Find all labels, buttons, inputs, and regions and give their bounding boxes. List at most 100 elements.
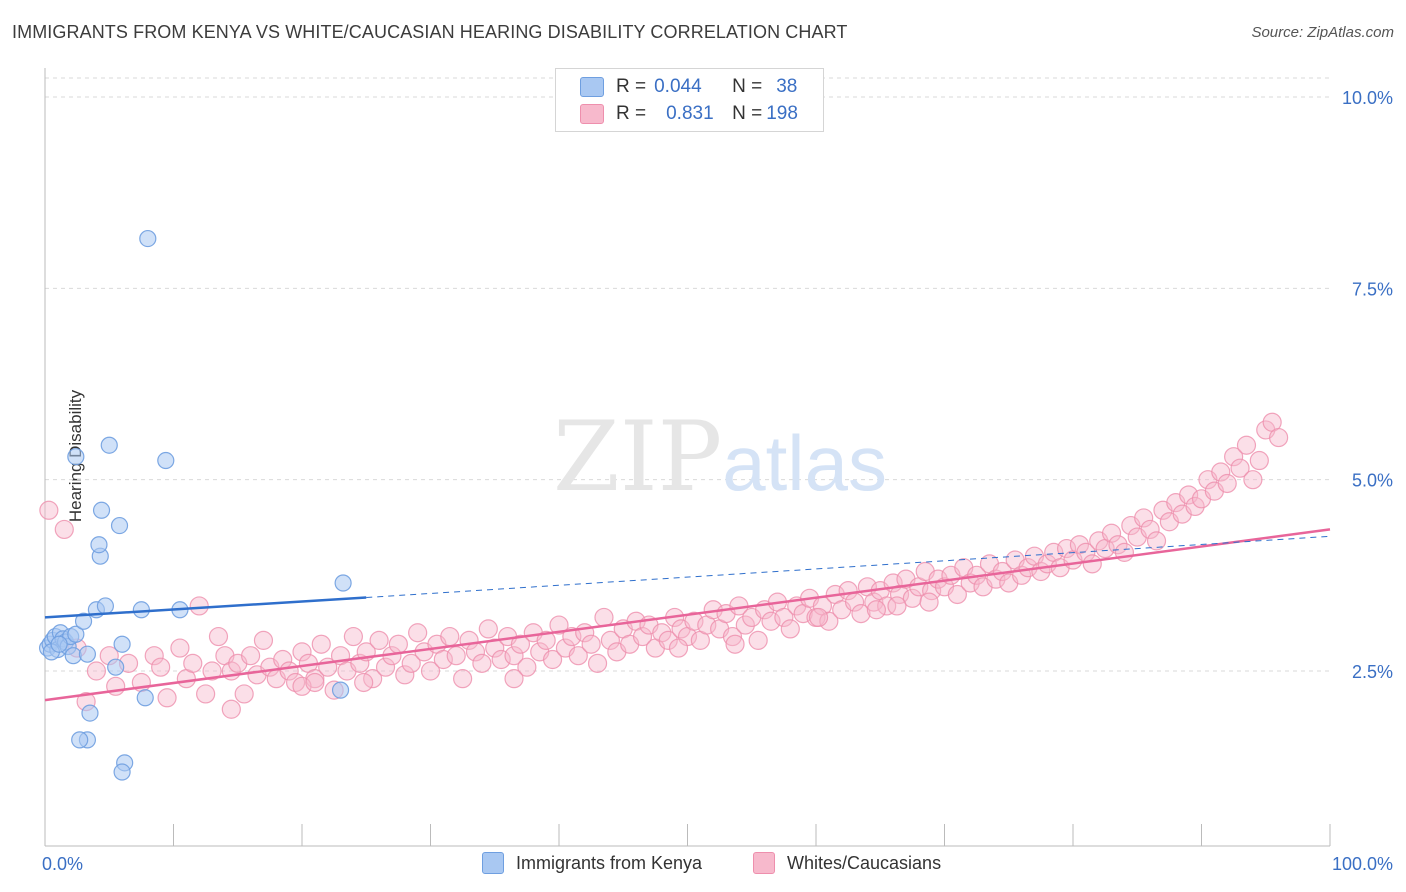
whites-caucasians-point <box>221 699 241 719</box>
series-legend-whites[interactable]: Whites/Caucasians <box>753 852 941 874</box>
legend-r-value: 0.044 <box>654 76 702 97</box>
whites-caucasians-point <box>542 649 563 670</box>
whites-caucasians-point <box>819 611 839 631</box>
whites-caucasians-point <box>1108 535 1128 555</box>
whites-caucasians-point <box>234 684 254 704</box>
whites-caucasians-point <box>1069 535 1090 555</box>
whites-caucasians-point <box>1140 519 1160 540</box>
whites-caucasians-point <box>54 519 74 540</box>
legend-n-label: N = <box>732 103 763 124</box>
whites-caucasians-point <box>1268 427 1289 448</box>
kenya-point <box>50 635 68 653</box>
kenya-point <box>71 731 89 749</box>
whites-caucasians-point <box>1249 450 1269 471</box>
y-tick-label: 2.5% <box>1352 662 1393 682</box>
whites-caucasians-point <box>1224 447 1244 467</box>
kenya-point <box>110 516 129 535</box>
whites-caucasians-point <box>208 626 229 647</box>
whites-caucasians-point <box>86 661 107 681</box>
whites-caucasians-point <box>1236 435 1257 455</box>
series-swatch-pink <box>753 852 775 874</box>
whites-caucasians-point <box>652 623 672 643</box>
whites-caucasians-point <box>183 653 203 673</box>
kenya-point <box>67 448 85 466</box>
kenya-point <box>64 647 82 665</box>
kenya-point <box>334 574 352 592</box>
whites-caucasians-point <box>472 653 492 673</box>
whites-caucasians-point <box>1101 523 1122 543</box>
series-legend-kenya[interactable]: Immigrants from Kenya <box>482 852 702 874</box>
y-tick-label: 7.5% <box>1352 279 1393 299</box>
whites-caucasians-point <box>684 611 704 631</box>
whites-caucasians-point <box>292 676 312 696</box>
kenya-point <box>100 436 118 454</box>
whites-caucasians-point <box>202 661 222 681</box>
whites-caucasians-point <box>808 607 829 628</box>
series-legend-label: Whites/Caucasians <box>787 852 942 873</box>
whites-caucasians-point <box>1211 462 1231 482</box>
whites-caucasians-point <box>369 630 389 650</box>
kenya-point <box>74 612 93 630</box>
axes <box>44 68 1331 847</box>
trend-lines <box>44 528 1331 702</box>
legend-r-value: 0.831 <box>666 103 714 124</box>
whites-caucasians-point <box>1230 458 1250 478</box>
x-tick-label: 100.0% <box>1332 854 1393 874</box>
whites-caucasians-point <box>735 615 755 635</box>
whites-caucasians-points <box>39 412 1289 719</box>
kenya-point <box>136 689 154 707</box>
whites-caucasians-point <box>241 646 261 666</box>
whites-caucasians-point <box>594 607 614 628</box>
whites-caucasians-point <box>581 634 601 654</box>
whites-caucasians-point <box>401 653 421 673</box>
whites-caucasians-point <box>600 630 621 650</box>
whites-caucasians-point <box>440 626 460 647</box>
tick-labels: 2.5% 5.0% 7.5% 10.0% 0.0% 100.0% <box>42 88 1393 874</box>
whites-caucasians-point <box>748 630 768 650</box>
whites-caucasians-point <box>1179 485 1199 505</box>
whites-caucasians-point <box>157 688 177 708</box>
kenya-point <box>331 681 350 699</box>
legend-swatch-pink <box>580 104 604 124</box>
legend-n-value: 198 <box>766 103 798 124</box>
whites-caucasians-point <box>536 630 556 650</box>
series-legend: Immigrants from Kenya Whites/Caucasians <box>0 850 1406 878</box>
whites-caucasians-point <box>478 619 498 639</box>
kenya-point <box>81 704 99 722</box>
gridlines <box>45 77 1330 672</box>
y-tick-label: 5.0% <box>1352 471 1393 491</box>
whites-caucasians-point <box>485 638 505 658</box>
kenya-point <box>92 501 111 519</box>
kenya-point <box>107 658 125 676</box>
legend-row-whites: R = 0.831 N = 198 <box>580 102 798 126</box>
whites-caucasians-point <box>388 634 408 654</box>
kenya-trend-extension <box>366 535 1331 599</box>
whites-caucasians-point <box>196 684 216 704</box>
whites-caucasians-point <box>1134 508 1154 528</box>
kenya-point <box>78 645 97 663</box>
whites-caucasians-point <box>504 646 524 666</box>
whites-caucasians-point <box>446 646 466 666</box>
whites-caucasians-point <box>433 649 453 670</box>
legend-n-label: N = <box>732 76 763 97</box>
kenya-point <box>113 635 131 653</box>
whites-caucasians-point <box>1217 473 1237 494</box>
whites-caucasians-point <box>453 669 473 689</box>
kenya-point <box>113 763 131 781</box>
kenya-point <box>132 601 150 619</box>
kenya-point <box>96 597 114 615</box>
y-tick-label: 10.0% <box>1342 88 1393 108</box>
whites-caucasians-point <box>408 623 428 643</box>
whites-caucasians-point <box>1082 554 1102 574</box>
whites-caucasians-point <box>774 607 794 628</box>
whites-caucasians-point <box>722 626 743 647</box>
x-tick-label: 0.0% <box>42 854 83 874</box>
chart-title: IMMIGRANTS FROM KENYA VS WHITE/CAUCASIAN… <box>12 22 848 42</box>
chart-source: Source: ZipAtlas.com <box>1251 24 1394 41</box>
whites-caucasians-point <box>658 630 678 650</box>
whites-caucasians-point <box>151 657 171 677</box>
whites-caucasians-point <box>189 596 209 616</box>
whites-caucasians-point <box>919 592 939 612</box>
whites-caucasians-point <box>864 592 884 612</box>
